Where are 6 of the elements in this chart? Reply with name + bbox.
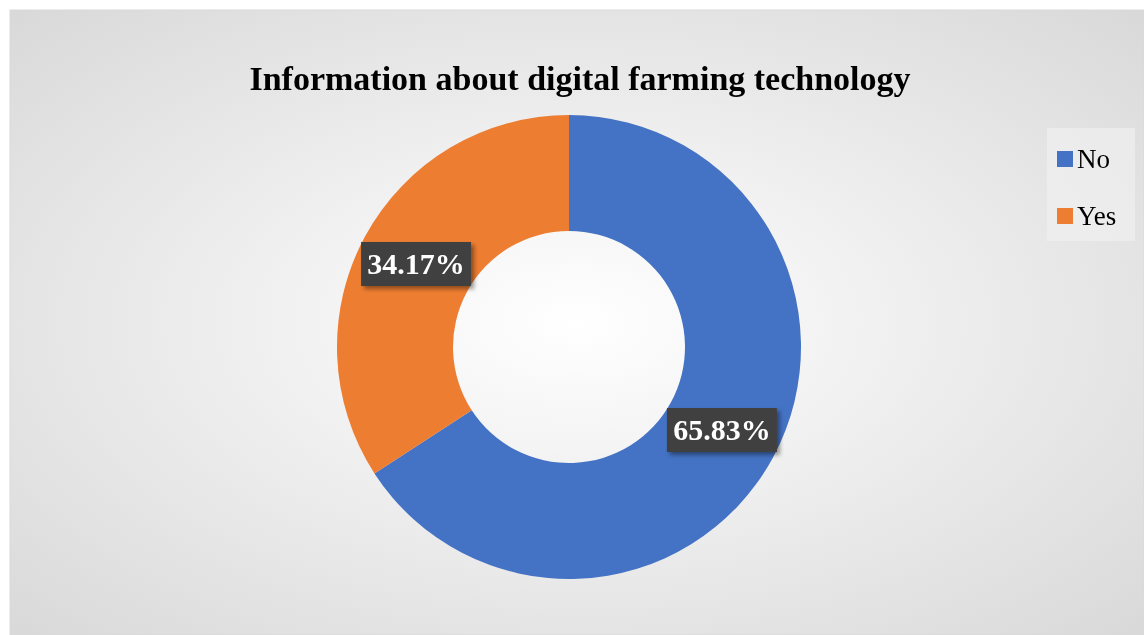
chart-title: Information about digital farming technology [249, 60, 911, 97]
legend-label: No [1077, 144, 1110, 174]
data-label: 65.83% [673, 413, 771, 447]
data-label: 34.17% [367, 246, 465, 280]
legend-label: Yes [1077, 201, 1117, 231]
donut-slice [337, 115, 569, 474]
